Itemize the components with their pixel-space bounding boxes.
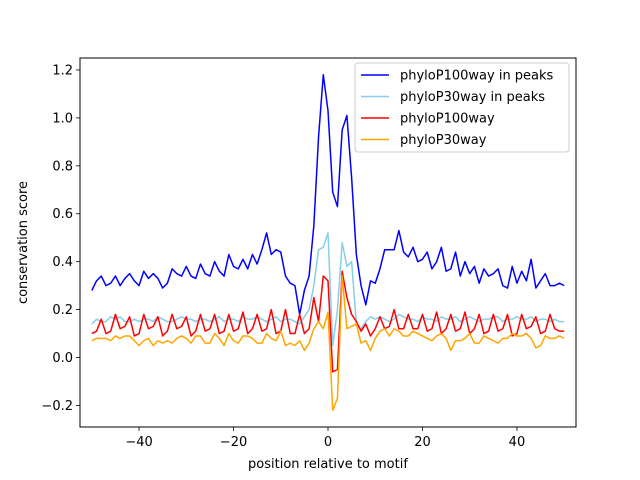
y-tick-label: 0.6 bbox=[52, 207, 73, 222]
y-tick-label: 0.0 bbox=[52, 351, 73, 366]
legend-label-1: phyloP30way in peaks bbox=[400, 90, 545, 105]
legend-label-0: phyloP100way in peaks bbox=[400, 69, 554, 84]
legend: phyloP100way in peaks phyloP30way in peak… bbox=[354, 62, 570, 153]
y-tick-label: 1.0 bbox=[52, 111, 73, 126]
y-tick-label: 0.8 bbox=[52, 159, 73, 174]
x-tick-label: −20 bbox=[220, 435, 247, 450]
y-tick-label: −0.2 bbox=[41, 399, 73, 414]
x-tick-label: −40 bbox=[125, 435, 152, 450]
y-axis-label: conservation score bbox=[16, 181, 31, 304]
series-lines bbox=[91, 74, 565, 411]
legend-label-3: phyloP30way bbox=[400, 133, 487, 148]
x-tick-label: 20 bbox=[414, 435, 431, 450]
y-axis: −0.2 0.0 0.2 0.4 0.6 0.8 1.0 1.2 bbox=[41, 63, 80, 414]
x-tick-label: 0 bbox=[324, 435, 332, 450]
legend-label-2: phyloP100way bbox=[400, 112, 495, 127]
y-tick-label: 1.2 bbox=[52, 63, 73, 78]
x-axis: −40 −20 0 20 40 bbox=[125, 427, 525, 450]
series-line-3 bbox=[91, 275, 565, 411]
legend-box bbox=[354, 62, 570, 153]
x-tick-label: 40 bbox=[509, 435, 526, 450]
y-tick-label: 0.2 bbox=[52, 303, 73, 318]
y-tick-label: 0.4 bbox=[52, 255, 73, 270]
series-line-2 bbox=[91, 270, 565, 373]
x-axis-label: position relative to motif bbox=[248, 457, 408, 472]
series-line-0 bbox=[91, 74, 565, 316]
